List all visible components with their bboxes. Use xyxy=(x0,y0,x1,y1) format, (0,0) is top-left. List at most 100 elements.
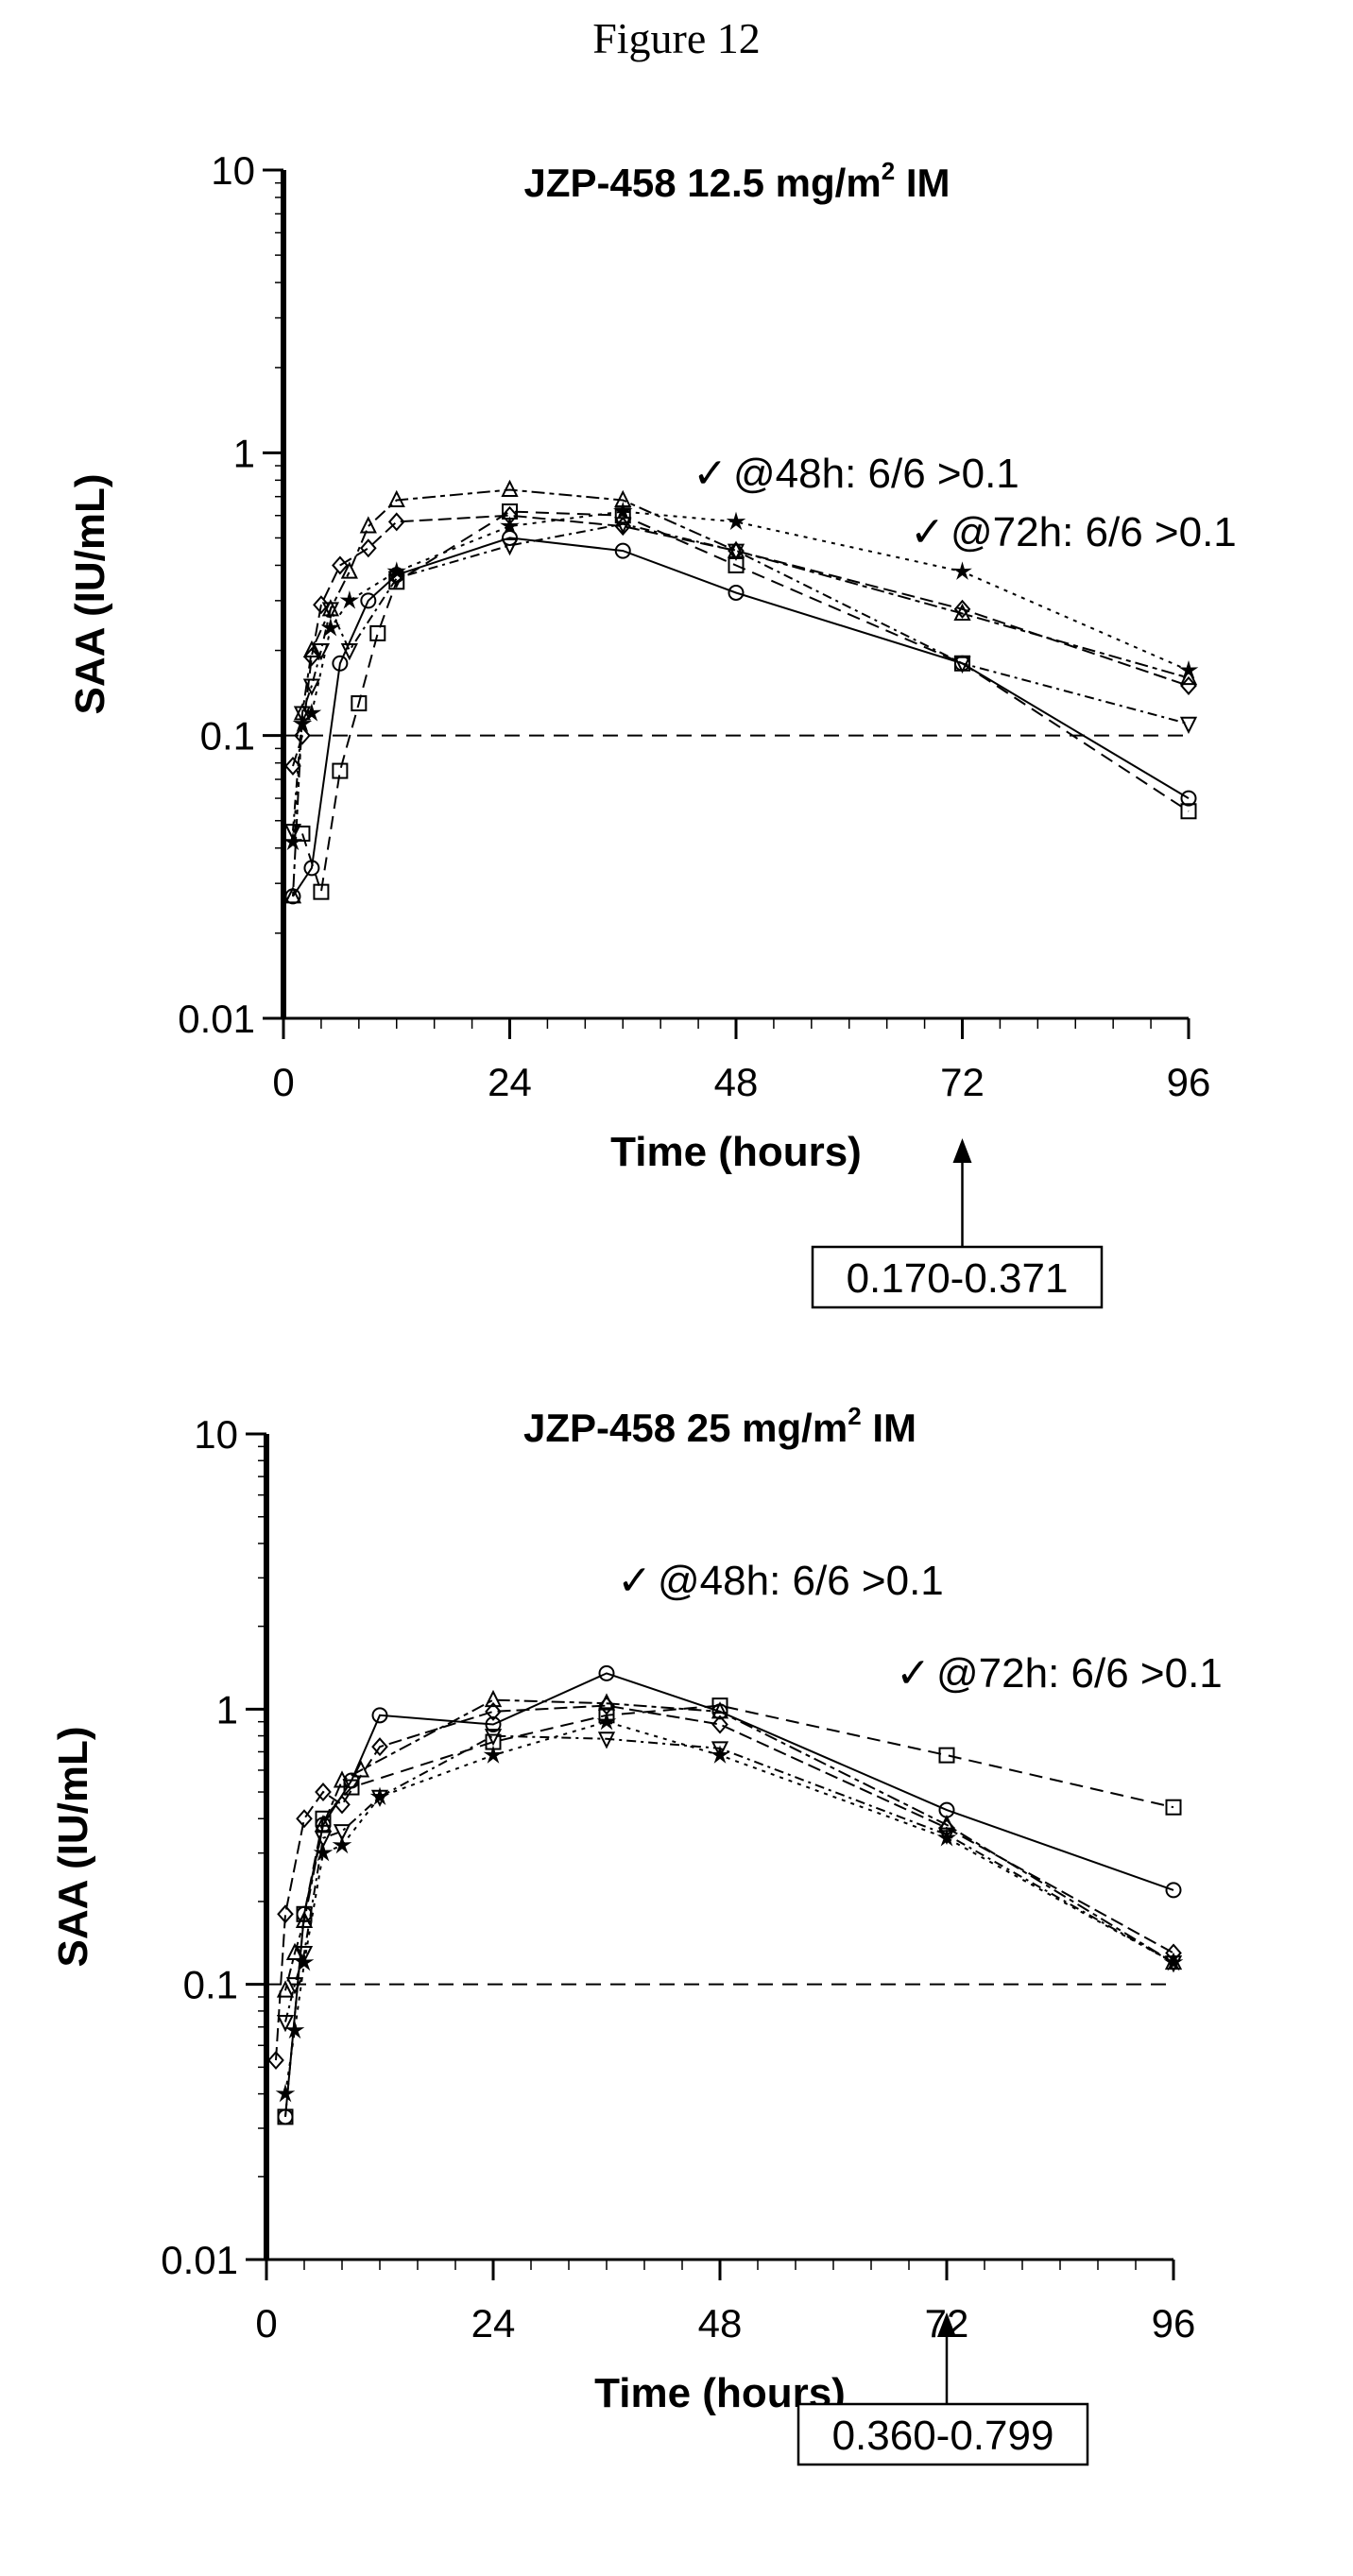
data-point-square xyxy=(351,695,368,712)
data-point-tri-down xyxy=(597,1732,616,1749)
y-tick-label: 0.1 xyxy=(200,714,255,759)
data-point-star xyxy=(952,561,972,580)
y-tick-label: 10 xyxy=(211,148,255,193)
data-point-circle xyxy=(598,1664,615,1681)
data-point-square xyxy=(711,1697,728,1714)
annotation: @72h: 6/6 >0.1 xyxy=(951,509,1237,555)
figure-title: Figure 12 xyxy=(592,14,761,62)
data-point-star xyxy=(332,1834,352,1854)
data-point-triangle xyxy=(484,1689,503,1708)
data-point-tri-down xyxy=(937,1827,956,1845)
data-point-square xyxy=(369,624,386,641)
check-mark-icon: ✓ xyxy=(693,451,728,497)
data-point-circle xyxy=(485,1716,502,1733)
series-line xyxy=(292,514,1190,767)
check-mark-icon: ✓ xyxy=(617,1558,652,1604)
data-point-triangle xyxy=(501,479,519,497)
y-axis-label: SAA (IU/mL) xyxy=(50,1726,96,1967)
data-point-triangle xyxy=(333,1770,351,1788)
data-point-tri-down xyxy=(333,1824,351,1842)
data-point-triangle xyxy=(295,1910,314,1929)
data-point-tri-down xyxy=(1179,716,1198,735)
data-point-tri-down xyxy=(302,678,321,696)
data-point-tri-down xyxy=(484,1729,503,1747)
data-point-star xyxy=(313,1842,334,1862)
data-point-square xyxy=(277,2108,294,2125)
annotation: @72h: 6/6 >0.1 xyxy=(936,1650,1223,1697)
range-label: 0.360-0.799 xyxy=(832,2413,1054,2459)
data-point-tri-down xyxy=(321,602,340,620)
range-box xyxy=(811,1245,1104,1309)
data-point-star xyxy=(284,2020,305,2039)
series-5 xyxy=(283,501,1199,851)
data-point-diamond xyxy=(332,555,349,575)
x-tick-label: 72 xyxy=(940,1060,985,1104)
data-point-star xyxy=(301,703,322,722)
x-axis-label: Time (hours) xyxy=(610,1129,862,1175)
data-point-triangle xyxy=(285,1942,304,1960)
data-point-triangle xyxy=(340,561,358,579)
data-point-tri-down xyxy=(614,517,632,535)
data-point-star xyxy=(339,589,360,609)
arrow-head-icon xyxy=(952,1138,972,1163)
x-tick-label: 24 xyxy=(488,1060,532,1104)
data-point-square xyxy=(313,883,330,900)
x-tick-label: 96 xyxy=(1167,1060,1211,1104)
data-point-triangle xyxy=(387,489,405,507)
data-point-star xyxy=(612,501,633,520)
data-point-square xyxy=(1165,1799,1182,1816)
data-point-triangle xyxy=(359,516,377,534)
data-point-diamond xyxy=(277,1904,294,1924)
x-tick-label: 0 xyxy=(272,1060,294,1104)
data-point-star xyxy=(483,1745,504,1764)
data-point-square xyxy=(1180,803,1197,820)
series-line xyxy=(301,510,1190,893)
data-point-star xyxy=(283,831,303,851)
data-point-circle xyxy=(502,529,518,546)
series-1 xyxy=(284,529,1197,905)
annotation: @48h: 6/6 >0.1 xyxy=(658,1558,944,1604)
data-point-triangle xyxy=(314,1815,333,1833)
data-point-star xyxy=(320,618,341,637)
data-point-star xyxy=(500,516,520,535)
data-point-diamond xyxy=(359,538,377,558)
data-point-circle xyxy=(1165,1882,1182,1899)
data-point-diamond xyxy=(334,1795,351,1815)
data-point-circle xyxy=(371,1707,388,1724)
arrow-head-icon xyxy=(937,2312,956,2337)
series-1 xyxy=(277,1664,1182,2125)
data-point-diamond xyxy=(294,725,311,745)
data-point-circle xyxy=(728,584,745,601)
data-point-tri-down xyxy=(953,656,971,674)
data-point-triangle xyxy=(276,1980,295,1998)
data-point-diamond xyxy=(1180,675,1197,695)
data-point-circle xyxy=(1180,790,1197,807)
x-tick-label: 96 xyxy=(1152,2301,1196,2346)
y-tick-label: 1 xyxy=(216,1687,238,1732)
data-point-square xyxy=(332,762,349,779)
series-4 xyxy=(267,1696,1182,2071)
x-tick-label: 0 xyxy=(255,2301,277,2346)
series-line xyxy=(284,1734,1174,2022)
data-point-diamond xyxy=(485,1701,502,1721)
y-tick-label: 0.1 xyxy=(183,1963,238,2007)
data-point-diamond xyxy=(267,2050,284,2071)
data-point-triangle xyxy=(283,886,302,904)
data-point-tri-down xyxy=(295,1945,314,1964)
x-tick-label: 24 xyxy=(471,2301,516,2346)
data-point-diamond xyxy=(315,1783,332,1802)
chart-1: 0.01 0.1 1 10 0 24 48 72 96 JZP-458 12.5 mg/m2 IM… xyxy=(67,148,1237,1309)
data-point-tri-down xyxy=(370,1789,389,1807)
data-point-triangle xyxy=(302,640,321,658)
chart-title: JZP-458 12.5 mg/m2 IM xyxy=(524,157,951,205)
series-5 xyxy=(275,1711,1184,2103)
data-point-diamond xyxy=(711,1714,728,1734)
data-point-tri-down xyxy=(1164,1955,1183,1973)
data-point-diamond xyxy=(371,1737,388,1757)
series-line xyxy=(284,1704,1174,2117)
data-point-star xyxy=(275,2083,296,2103)
y-tick-label: 10 xyxy=(194,1412,238,1457)
data-point-circle xyxy=(332,655,349,672)
